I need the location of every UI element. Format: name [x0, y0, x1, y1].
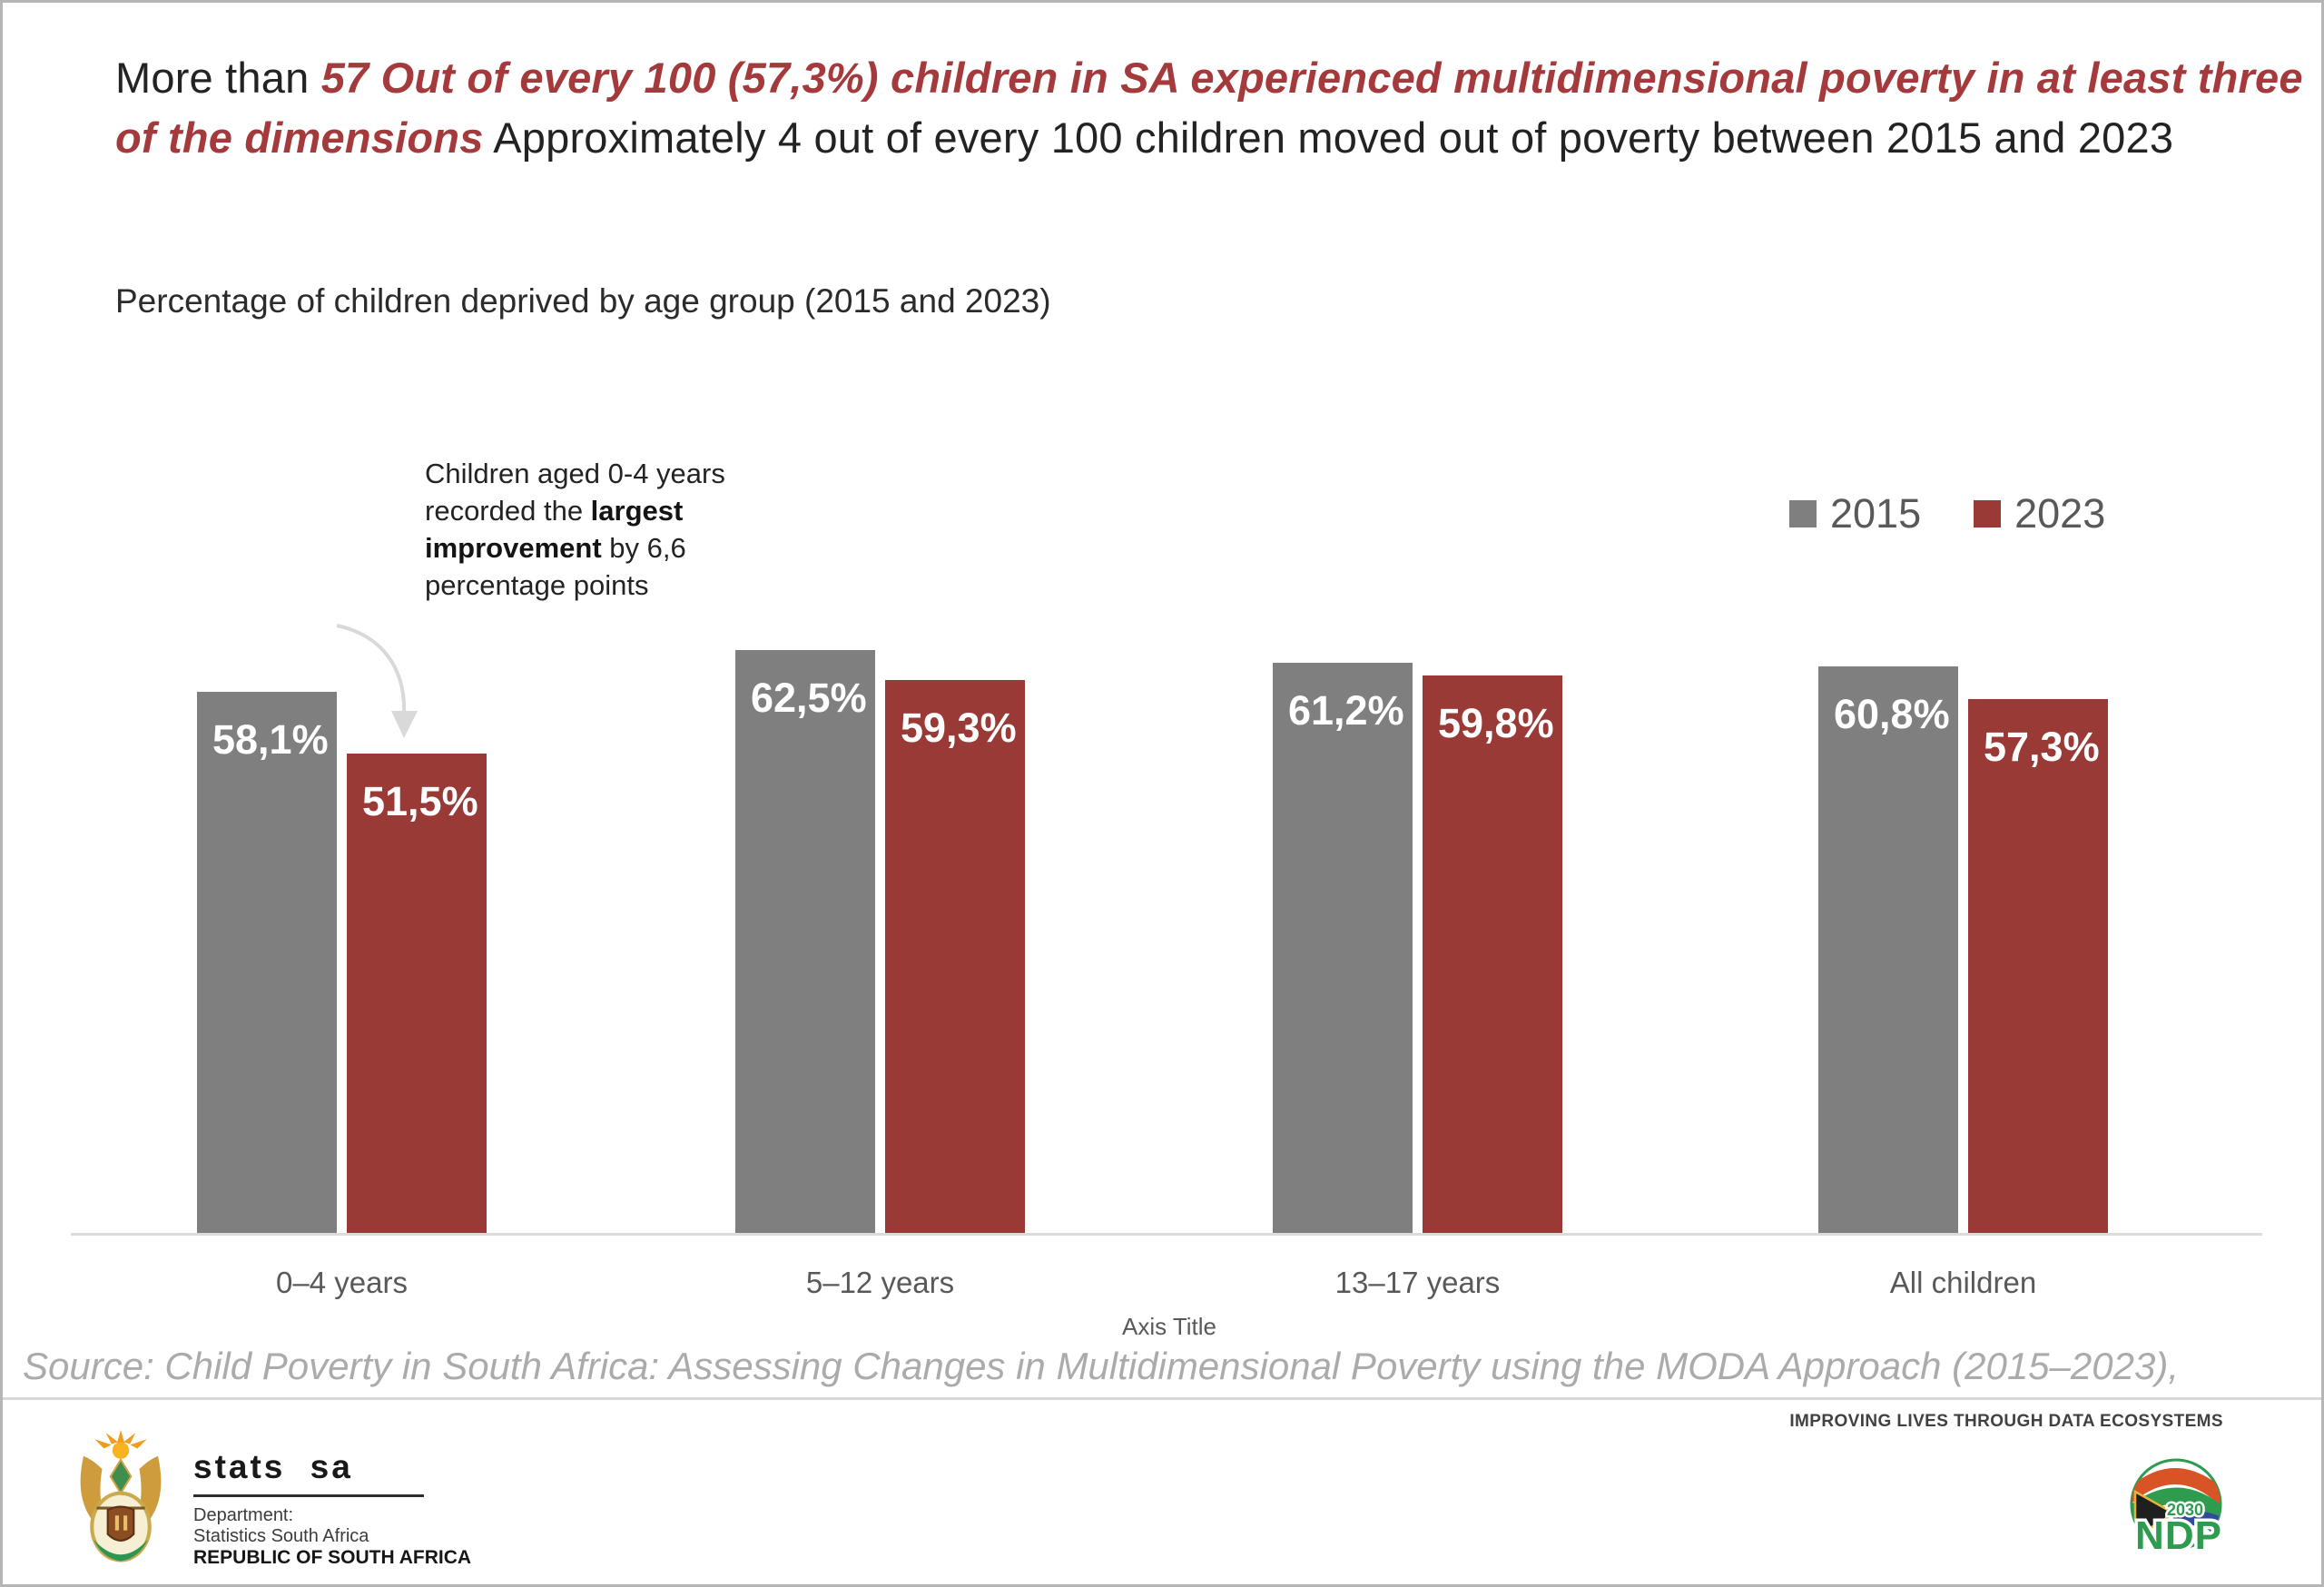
- bar-value-label: 51,5%: [362, 778, 478, 824]
- x-axis-line: [71, 1233, 2262, 1236]
- text-segment: 57 Out of every 100 (57,3%) children in …: [115, 54, 2303, 162]
- bar-value-label: 61,2%: [1288, 687, 1404, 734]
- dept-line-3: REPUBLIC OF SOUTH AFRICA: [193, 1547, 472, 1568]
- stats-sa-wordmark: stats sa: [193, 1448, 353, 1485]
- ndp-year-text: 2030: [2167, 1501, 2203, 1519]
- stats-sa-coat-of-arms-icon: [80, 1430, 162, 1562]
- dept-line-1: Department:: [193, 1505, 294, 1525]
- bar-2015-5–12 years: 62,5%: [735, 650, 875, 1235]
- bar-2015-13–17 years: 61,2%: [1273, 663, 1413, 1235]
- legend-swatch: [1974, 500, 2002, 527]
- legend: 2015 2023: [1789, 490, 2105, 537]
- x-axis-label-5–12 years: 5–12 years: [805, 1266, 955, 1299]
- bar-value-label: 60,8%: [1834, 691, 1950, 737]
- legend-item-2023: 2023: [1974, 490, 2105, 537]
- text-segment: Approximately 4 out of every 100 childre…: [483, 113, 2174, 162]
- dept-line-2: Statistics South Africa: [193, 1526, 369, 1546]
- bar-value-label: 62,5%: [751, 675, 867, 721]
- headline: More than 57 Out of every 100 (57,3%) ch…: [115, 48, 2316, 168]
- bar-2023-All children: 57,3%: [1968, 699, 2108, 1235]
- legend-item-2015: 2015: [1789, 490, 1921, 537]
- bar-value-label: 59,8%: [1438, 700, 1554, 746]
- text-segment: largest improvement: [425, 495, 684, 564]
- curved-arrow-icon: [336, 624, 418, 738]
- chart-subtitle: Percentage of children deprived by age g…: [115, 282, 1051, 320]
- x-axis-label-All children: All children: [1889, 1266, 2037, 1299]
- text-segment: Children aged 0-4 years recorded the: [425, 458, 725, 527]
- x-axis-label-0–4 years: 0–4 years: [276, 1266, 408, 1299]
- stats-sa-block: stats sa Department: Statistics South Af…: [193, 1448, 471, 1568]
- sun-rays: [94, 1430, 147, 1449]
- ndp-text: NDP: [2135, 1513, 2222, 1558]
- stats-sa-rule: [193, 1494, 424, 1497]
- x-axis-label-13–17 years: 13–17 years: [1334, 1266, 1501, 1299]
- annotation-callout: Children aged 0-4 years recorded the lar…: [425, 455, 738, 604]
- legend-label: 2023: [2014, 490, 2106, 537]
- axis-title: Axis Title: [1121, 1313, 1217, 1340]
- bar-2023-0–4 years: 51,5%: [347, 754, 487, 1235]
- text-segment: by 6,6 percentage points: [425, 532, 686, 601]
- bar-value-label: 59,3%: [901, 705, 1017, 751]
- footer-divider: [3, 1397, 2321, 1400]
- bar-2015-0–4 years: 58,1%: [197, 692, 337, 1235]
- tagline: IMPROVING LIVES THROUGH DATA ECOSYSTEMS: [1789, 1412, 2223, 1431]
- bar-2023-13–17 years: 59,8%: [1423, 675, 1562, 1235]
- bar-2023-5–12 years: 59,3%: [885, 680, 1025, 1235]
- source-citation: Source: Child Poverty in South Africa: A…: [23, 1345, 2179, 1387]
- legend-label: 2015: [1830, 490, 1922, 537]
- ndp-2030-logo-icon: 2030 NDP: [2130, 1458, 2224, 1561]
- legend-swatch: [1789, 500, 1817, 527]
- bar-value-label: 57,3%: [1984, 724, 2100, 770]
- text-segment: More than: [115, 54, 321, 102]
- bar-value-label: 58,1%: [212, 716, 329, 763]
- bar-2015-All children: 60,8%: [1818, 666, 1958, 1235]
